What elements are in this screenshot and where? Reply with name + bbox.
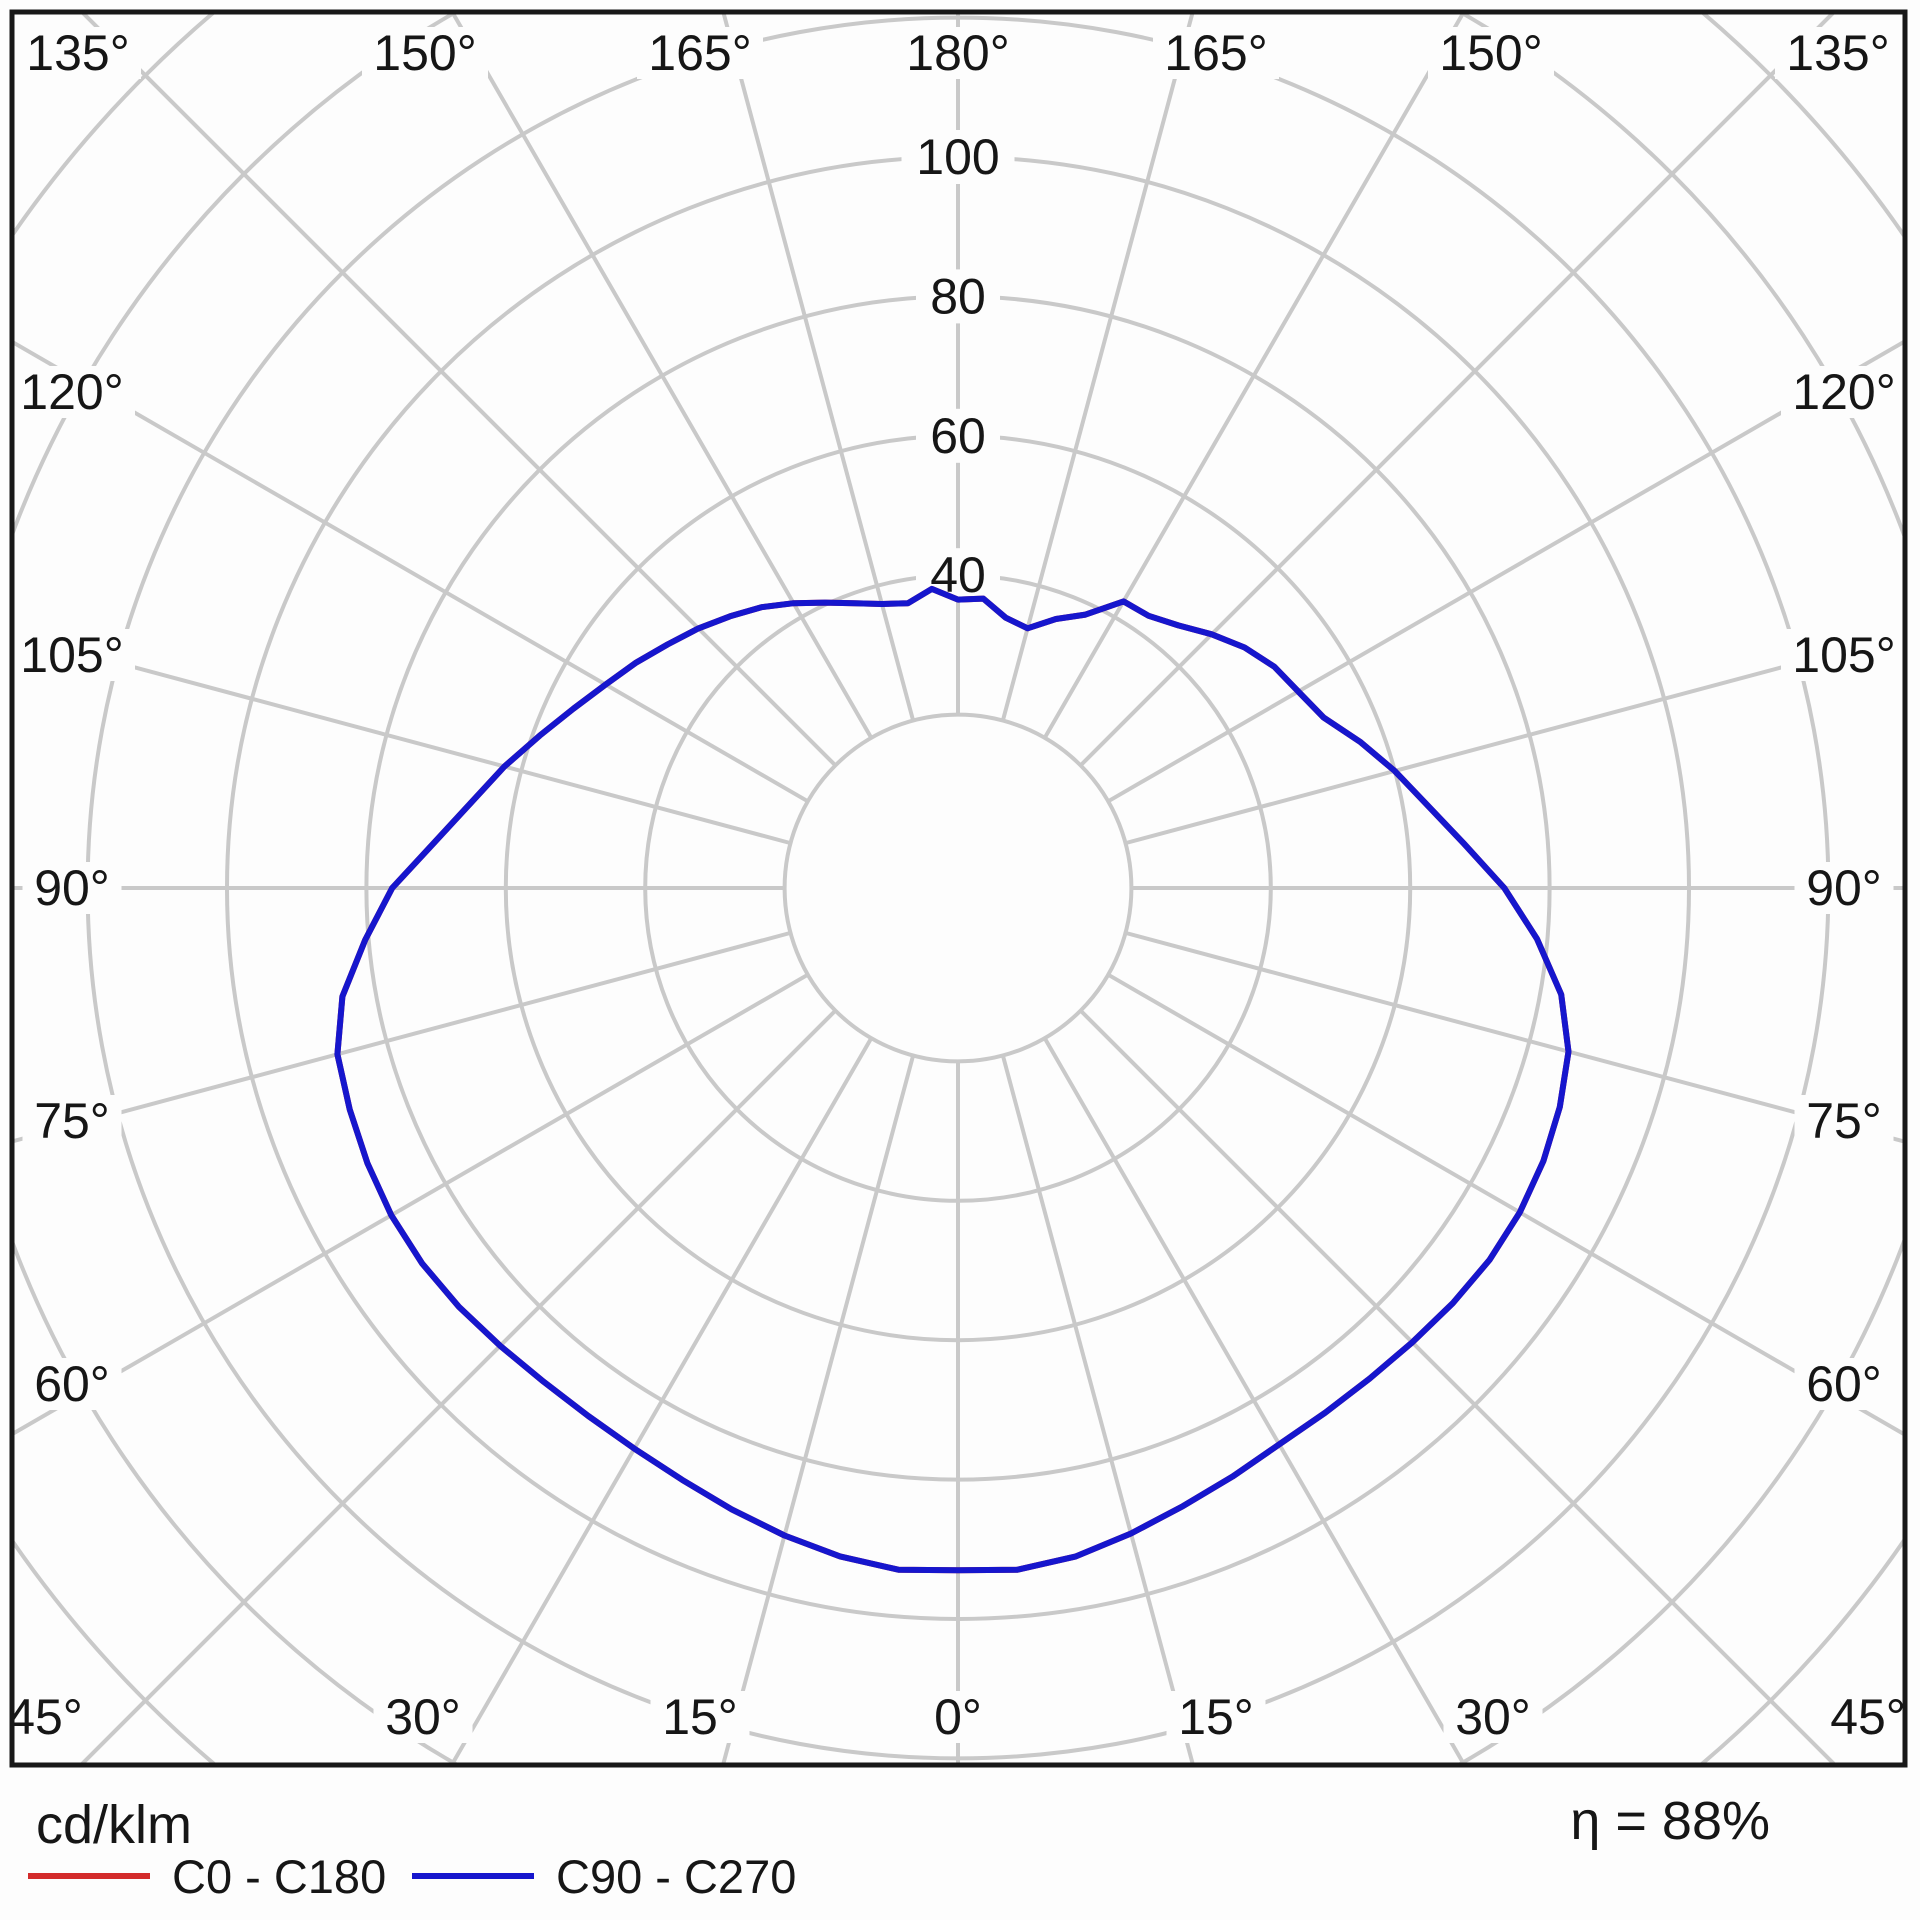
angle-label-pad [1794, 862, 1894, 914]
angle-label: 60° [1806, 1356, 1882, 1412]
angle-label-pad [1153, 27, 1279, 79]
angle-label: 120° [1792, 364, 1895, 420]
angle-label: 75° [1806, 1093, 1882, 1149]
legend: C0 - C180 C90 - C270 [0, 1846, 1920, 1906]
grid-spoke [451, 14, 874, 739]
radial-unit-label: cd/klm [36, 1795, 193, 1855]
grid-spoke [1107, 972, 1903, 1436]
angle-label-pad [14, 629, 135, 681]
angle-label-pad [1794, 1095, 1894, 1147]
angle-label: 105° [1792, 627, 1895, 683]
ring-label-pad [916, 269, 1000, 324]
grid-spoke [14, 340, 809, 804]
angle-label: 165° [648, 25, 751, 81]
angle-label-pad [637, 27, 763, 79]
legend-item-c90-c270: C90 - C270 [412, 1846, 796, 1906]
ring-tick-label: 100 [916, 129, 999, 185]
diagram-frame [9, 9, 1908, 1768]
angle-label: 75° [34, 1093, 110, 1149]
angle-label-pad [362, 27, 488, 79]
angle-label: 165° [1164, 25, 1267, 81]
legend-item-c0-c180: C0 - C180 [28, 1846, 386, 1906]
angle-label: 45° [7, 1689, 83, 1745]
grid-spoke [81, 14, 837, 767]
grid-spoke [1000, 1054, 1195, 1763]
grid-spoke [1107, 340, 1903, 804]
angle-label: 0° [934, 1689, 982, 1745]
angle-label-pad [14, 1691, 95, 1743]
grid-spoke [14, 972, 809, 1436]
angle-label-pad [1428, 27, 1554, 79]
ring-label-pad [916, 408, 1000, 463]
angle-label: 150° [1439, 25, 1542, 81]
angle-label: 45° [1830, 1689, 1906, 1745]
angle-label: 90° [1806, 860, 1882, 916]
angle-label-pad [1781, 629, 1903, 681]
blue-line-swatch-icon [412, 1873, 534, 1879]
angle-label-pad [373, 1691, 473, 1743]
grid-spoke [1042, 14, 1465, 739]
angle-label-pad [1775, 27, 1901, 79]
angle-label: 105° [20, 627, 123, 683]
angle-label: 135° [1786, 25, 1889, 81]
ring-tick-label: 60 [930, 408, 986, 464]
angle-label: 15° [662, 1689, 738, 1745]
angle-label: 120° [20, 364, 123, 420]
intensity-curve-c90-c270 [334, 585, 1572, 1574]
angle-label: 15° [1178, 1689, 1254, 1745]
angle-label: 135° [26, 25, 129, 81]
grid-spoke [1079, 14, 1835, 767]
angle-label-pad [895, 27, 1021, 79]
angle-label-pad [1166, 1691, 1266, 1743]
angle-label: 180° [906, 25, 1009, 81]
angle-label-pad [1794, 1358, 1894, 1410]
ring-tick-label: 80 [930, 268, 986, 324]
grid-spoke [1042, 1037, 1466, 1763]
legend-label: C0 - C180 [172, 1849, 387, 1903]
angle-label-pad [22, 1358, 122, 1410]
angle-label: 150° [373, 25, 476, 81]
angle-label-pad [22, 1095, 122, 1147]
angle-label-pad [1443, 1691, 1543, 1743]
ring-label-pad [901, 130, 1015, 184]
angle-label: 30° [385, 1689, 461, 1745]
efficiency-label: η = 88% [1570, 1791, 1770, 1851]
grid-spoke [1079, 1009, 1836, 1763]
grid-spoke [450, 1037, 874, 1763]
grid-ring [782, 712, 1134, 1064]
angle-label: 90° [34, 860, 110, 916]
legend-label: C90 - C270 [556, 1849, 797, 1903]
angle-label-pad [922, 1691, 994, 1743]
angle-label-pad [14, 366, 135, 418]
grid-spoke [80, 1009, 837, 1763]
angle-label: 60° [34, 1356, 110, 1412]
red-line-swatch-icon [28, 1873, 150, 1879]
grid-spoke [721, 1054, 916, 1763]
angle-label-pad [650, 1691, 750, 1743]
angle-label-pad [22, 862, 122, 914]
angle-label-pad [15, 27, 141, 79]
angle-label: 30° [1455, 1689, 1531, 1745]
angle-label-pad [1781, 366, 1903, 418]
angle-label-pad [1818, 1691, 1903, 1743]
